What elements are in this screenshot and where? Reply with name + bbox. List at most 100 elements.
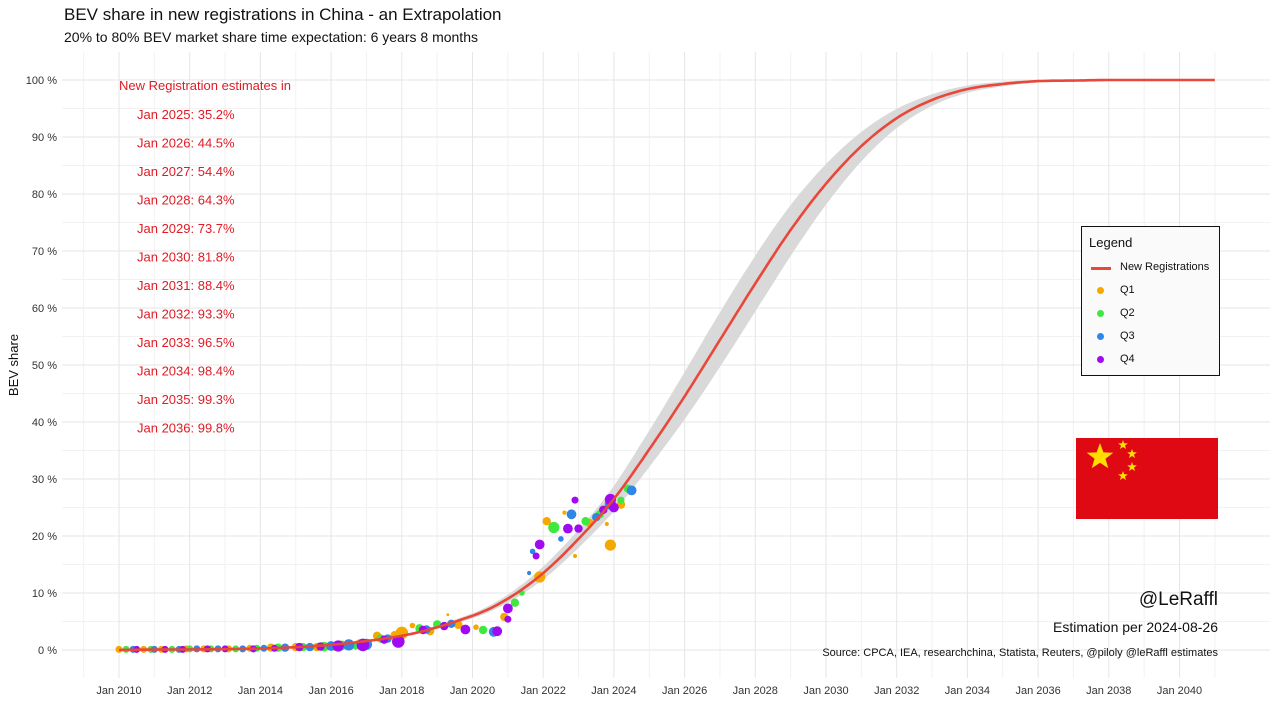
estimates-annotation: New Registration estimates in Jan 2025: 3…	[119, 78, 291, 436]
point-q4	[392, 635, 405, 648]
axes: Jan 2010 Jan 2012 Jan 2014 Jan 2016 Jan 2018…	[6, 75, 1202, 697]
estimation-date: Estimation per 2024-08-26	[1053, 619, 1218, 635]
fit-curve	[118, 78, 1215, 652]
x-tick-label: Jan 2040	[1157, 685, 1202, 697]
point-q3	[343, 639, 355, 651]
point-q1	[572, 553, 578, 559]
point-q2	[617, 496, 625, 504]
x-tick-label: Jan 2030	[803, 685, 848, 697]
estimate-item: Jan 2026: 44.5%	[137, 136, 235, 151]
y-tick-label: 30 %	[32, 474, 57, 486]
y-tick-label: 100 %	[26, 75, 57, 87]
point-q1	[454, 620, 463, 630]
estimate-item: Jan 2031: 88.4%	[137, 278, 235, 293]
legend-item-q2: Q2	[1082, 304, 1221, 324]
estimate-item: Jan 2027: 54.4%	[137, 164, 235, 179]
estimate-item: Jan 2028: 64.3%	[137, 193, 235, 208]
estimates-heading: New Registration estimates in	[119, 78, 291, 93]
flag-stars	[1086, 440, 1137, 480]
point-q4	[534, 539, 545, 550]
legend-title: Legend	[1089, 235, 1133, 250]
point-q3	[566, 509, 577, 520]
estimate-item: Jan 2025: 35.2%	[137, 107, 235, 122]
point-q4	[563, 523, 573, 534]
y-axis-label: BEV share	[6, 334, 21, 396]
estimate-item: Jan 2034: 98.4%	[137, 364, 235, 379]
point-q2	[581, 517, 590, 526]
legend: Legend New Registrations Q1 Q2 Q3 Q4	[1081, 226, 1220, 376]
point-q1	[409, 622, 416, 629]
y-tick-label: 90 %	[32, 132, 57, 144]
estimate-item: Jan 2033: 96.5%	[137, 335, 235, 350]
point-q3	[558, 536, 564, 542]
estimate-item: Jan 2035: 99.3%	[137, 392, 235, 407]
x-tick-label: Jan 2022	[521, 685, 566, 697]
x-tick-label: Jan 2020	[450, 685, 495, 697]
legend-line-swatch	[1091, 267, 1111, 270]
legend-dot-swatch	[1097, 356, 1104, 363]
chart-title: BEV share in new registrations in China …	[64, 5, 502, 24]
y-tick-label: 80 %	[32, 189, 57, 201]
point-q1	[604, 521, 609, 527]
data-points	[115, 484, 637, 653]
x-tick-label: Jan 2032	[874, 685, 919, 697]
legend-label: New Registrations	[1120, 261, 1210, 273]
y-tick-label: 40 %	[32, 417, 57, 429]
x-tick-label: Jan 2036	[1015, 685, 1060, 697]
point-q1	[604, 539, 617, 551]
legend-dot-swatch	[1097, 310, 1104, 317]
chart-subtitle: 20% to 80% BEV market share time expecta…	[64, 29, 478, 45]
point-q4	[504, 615, 512, 623]
grid	[62, 52, 1270, 678]
y-tick-label: 10 %	[32, 588, 57, 600]
point-q1	[562, 510, 567, 515]
legend-dot-swatch	[1097, 333, 1104, 340]
point-q4	[492, 626, 503, 637]
legend-item-q3: Q3	[1082, 327, 1221, 347]
point-q4	[574, 524, 583, 533]
y-tick-label: 0 %	[38, 645, 57, 657]
legend-label: Q3	[1120, 330, 1135, 342]
estimate-item: Jan 2032: 93.3%	[137, 307, 235, 322]
source-note: Source: CPCA, IEA, researchchina, Statis…	[822, 647, 1218, 659]
point-q2	[548, 521, 560, 534]
point-q1	[446, 613, 450, 617]
legend-item-q1: Q1	[1082, 281, 1221, 301]
legend-item-new-registrations: New Registrations	[1082, 258, 1221, 278]
x-tick-label: Jan 2018	[379, 685, 424, 697]
x-tick-label: Jan 2024	[591, 685, 636, 697]
x-tick-label: Jan 2026	[662, 685, 707, 697]
legend-label: Q1	[1120, 284, 1135, 296]
point-q1	[473, 624, 479, 630]
legend-dot-swatch	[1097, 287, 1104, 294]
x-tick-label: Jan 2010	[96, 685, 141, 697]
estimate-item: Jan 2030: 81.8%	[137, 250, 235, 265]
x-tick-label: Jan 2038	[1086, 685, 1131, 697]
point-q3	[527, 570, 532, 576]
y-tick-label: 20 %	[32, 531, 57, 543]
y-tick-label: 60 %	[32, 303, 57, 315]
point-q4	[532, 552, 540, 560]
china-flag-icon	[1076, 438, 1218, 519]
point-q4	[571, 496, 579, 504]
legend-label: Q4	[1120, 353, 1135, 365]
legend-label: Q2	[1120, 307, 1135, 319]
new-registrations-line	[118, 78, 1215, 652]
estimate-item: Jan 2029: 73.7%	[137, 221, 235, 236]
x-tick-label: Jan 2028	[733, 685, 778, 697]
x-tick-label: Jan 2016	[308, 685, 353, 697]
legend-item-q4: Q4	[1082, 350, 1221, 370]
point-q3	[626, 485, 637, 496]
x-tick-label: Jan 2012	[167, 685, 212, 697]
point-q4	[503, 603, 513, 614]
x-tick-label: Jan 2014	[238, 685, 283, 697]
point-q4	[604, 493, 617, 506]
point-q2	[478, 625, 488, 635]
point-q1	[542, 517, 551, 526]
point-q4	[460, 624, 471, 635]
y-tick-label: 50 %	[32, 360, 57, 372]
point-q2	[510, 598, 520, 607]
point-q4	[332, 640, 344, 652]
y-tick-label: 70 %	[32, 246, 57, 258]
